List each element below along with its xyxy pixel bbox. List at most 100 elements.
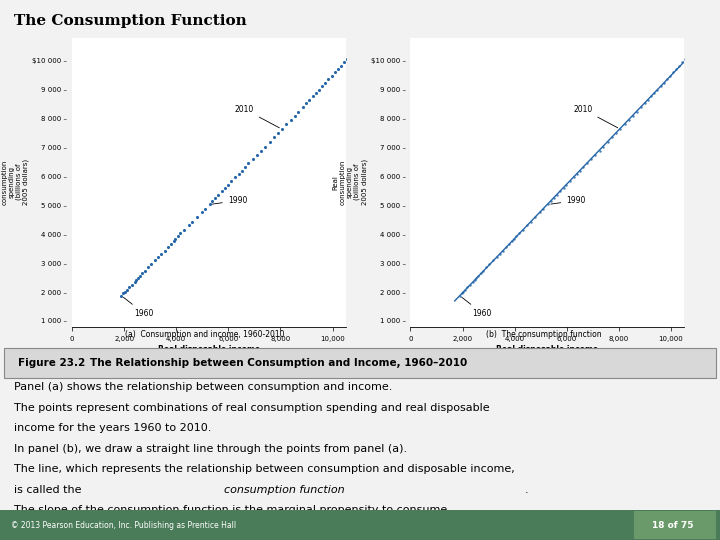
Point xyxy=(606,133,618,141)
Text: income for the years 1960 to 2010.: income for the years 1960 to 2010. xyxy=(14,423,212,434)
Point xyxy=(236,166,248,175)
Point xyxy=(467,278,479,287)
Point xyxy=(142,263,153,272)
Point xyxy=(121,286,132,294)
Text: In panel (b), we draw a straight line through the points from panel (a).: In panel (b), we draw a straight line th… xyxy=(14,444,408,454)
Point xyxy=(285,116,297,124)
Point xyxy=(456,289,467,298)
Point xyxy=(581,159,593,167)
Point xyxy=(216,187,228,195)
Point xyxy=(618,120,630,129)
Text: The slope of the consumption function is the marginal propensity to consume.: The slope of the consumption function is… xyxy=(14,505,451,516)
Point xyxy=(670,65,682,73)
Point xyxy=(172,232,184,241)
Point xyxy=(165,240,176,249)
Point xyxy=(307,92,318,101)
Point xyxy=(115,291,127,300)
Point xyxy=(554,187,566,195)
Point xyxy=(289,111,300,120)
Point xyxy=(300,99,312,107)
Text: 2010: 2010 xyxy=(235,105,279,128)
Point xyxy=(313,85,325,94)
Point xyxy=(186,217,198,226)
Point xyxy=(575,166,586,175)
Point xyxy=(594,146,606,155)
Text: The line, which represents the relationship between consumption and disposable i: The line, which represents the relations… xyxy=(14,464,515,475)
Text: 1990: 1990 xyxy=(551,196,585,205)
Point xyxy=(648,89,660,97)
Point xyxy=(123,283,135,292)
Point xyxy=(470,274,482,282)
Point xyxy=(590,151,601,159)
Point xyxy=(129,278,140,287)
Point xyxy=(137,269,148,278)
Point xyxy=(335,61,346,70)
Point xyxy=(341,55,353,64)
Point xyxy=(510,232,522,241)
Point xyxy=(243,159,254,167)
Point xyxy=(332,65,343,73)
Text: is called the: is called the xyxy=(14,485,86,495)
Point xyxy=(654,82,666,90)
Point xyxy=(542,200,554,209)
Point xyxy=(677,58,688,66)
Point xyxy=(323,75,334,84)
Point xyxy=(503,240,515,249)
Point xyxy=(611,129,622,138)
Text: consumption function: consumption function xyxy=(225,485,345,495)
Y-axis label: Real
consumption
spending
(billions of
2005 dollars): Real consumption spending (billions of 2… xyxy=(333,159,368,205)
Point xyxy=(508,235,520,244)
Point xyxy=(529,213,541,221)
Point xyxy=(480,263,492,272)
Point xyxy=(338,58,350,66)
Text: 2010: 2010 xyxy=(573,105,618,128)
Point xyxy=(230,173,241,181)
Text: Panel (a) shows the relationship between consumption and income.: Panel (a) shows the relationship between… xyxy=(14,382,393,393)
Point xyxy=(464,280,476,289)
Point xyxy=(225,177,237,185)
Text: The Relationship between Consumption and Income, 1960–2010: The Relationship between Consumption and… xyxy=(90,358,467,368)
Point xyxy=(538,205,549,214)
Point xyxy=(500,243,512,252)
Point xyxy=(310,89,321,97)
Point xyxy=(614,125,626,133)
Point xyxy=(134,272,145,280)
Point xyxy=(207,197,218,206)
Point xyxy=(513,229,525,238)
Text: The points represent combinations of real consumption spending and real disposab: The points represent combinations of rea… xyxy=(14,403,490,413)
Point xyxy=(212,191,224,199)
Point xyxy=(220,184,231,192)
Point xyxy=(673,61,685,70)
Point xyxy=(545,197,557,206)
Point xyxy=(652,85,663,94)
Point xyxy=(204,200,215,209)
Point xyxy=(664,71,675,80)
Point xyxy=(602,138,613,146)
Point xyxy=(162,243,174,252)
Point xyxy=(268,133,279,141)
Point xyxy=(292,107,304,116)
Text: 1960: 1960 xyxy=(462,297,492,318)
X-axis label: Real disposable income
(billions of 2005 dollars): Real disposable income (billions of 2005… xyxy=(495,345,600,364)
Point xyxy=(251,151,263,159)
Point xyxy=(475,269,487,278)
Point xyxy=(119,288,130,296)
Point xyxy=(222,180,234,189)
Point xyxy=(256,146,267,155)
Point xyxy=(472,272,484,280)
Text: 18 of 75: 18 of 75 xyxy=(652,521,694,530)
Point xyxy=(627,111,639,120)
Point xyxy=(175,229,186,238)
Text: © 2013 Pearson Education, Inc. Publishing as Prentice Hall: © 2013 Pearson Education, Inc. Publishin… xyxy=(11,521,236,530)
Point xyxy=(316,82,328,90)
Point xyxy=(145,260,157,268)
Point xyxy=(149,256,161,265)
Point xyxy=(477,267,489,275)
Point xyxy=(199,205,211,214)
Point xyxy=(179,225,190,234)
Point xyxy=(624,116,635,124)
Y-axis label: Real
consumption
spending
(billions of
2005 dollars): Real consumption spending (billions of 2… xyxy=(0,159,30,205)
Point xyxy=(494,249,505,258)
Point xyxy=(264,138,275,146)
Point xyxy=(525,217,536,226)
